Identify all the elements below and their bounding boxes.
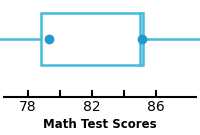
X-axis label: Math Test Scores: Math Test Scores	[43, 118, 157, 131]
FancyBboxPatch shape	[41, 13, 143, 65]
